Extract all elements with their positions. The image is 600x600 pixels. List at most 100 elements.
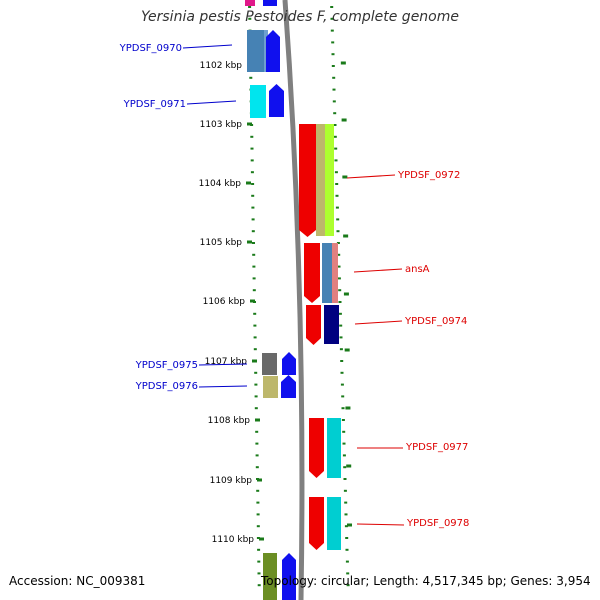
ring-dot	[333, 112, 337, 115]
ring-dot	[338, 312, 342, 315]
scale-tick-mark	[250, 299, 255, 303]
ring-dot	[330, 17, 334, 20]
scale-tick-mark	[341, 118, 347, 122]
ring-dot	[255, 466, 259, 469]
ring-dot	[254, 395, 258, 398]
gene-arrow	[309, 497, 324, 550]
gene-label-link[interactable]: YPDSF_0972	[397, 170, 460, 181]
ring-dot	[333, 135, 337, 138]
scale-tick-mark	[344, 348, 350, 352]
gene-arrow	[266, 30, 280, 72]
ring-dot	[342, 442, 346, 445]
ring-dot	[250, 171, 254, 174]
ring-dot	[332, 100, 336, 103]
gene-block-partial	[245, 0, 255, 6]
ring-dot	[252, 265, 256, 268]
gene-leader-line	[354, 320, 403, 325]
gene-arrow	[269, 84, 284, 117]
ring-dot	[254, 383, 258, 386]
ring-dot	[340, 383, 344, 386]
gene-cog-block	[262, 353, 277, 375]
ring-dot	[331, 65, 335, 67]
ring-dot	[248, 17, 252, 20]
genome-summary-text: Topology: circular; Length: 4,517,345 bp…	[261, 574, 591, 588]
accession-text: Accession: NC_009381	[9, 574, 146, 588]
ring-dot	[335, 183, 339, 185]
ring-dot	[342, 430, 346, 433]
gene-label-link[interactable]: YPDSF_0970	[119, 43, 182, 54]
gene-cog-block	[316, 124, 325, 236]
ring-dot	[336, 230, 340, 233]
scale-tick-mark	[346, 464, 352, 468]
ring-dot	[256, 513, 260, 516]
gene-cog-block	[247, 30, 264, 72]
gene-label-link[interactable]: YPDSF_0971	[123, 99, 186, 110]
scale-ticks: 1102 kbp 1103 kbp 1104 kbp 1105 kbp 1106 kbp…	[199, 61, 352, 545]
ring-dot	[251, 194, 255, 197]
ring-dot	[331, 41, 335, 44]
ring-dot	[344, 513, 348, 516]
ring-dot	[341, 407, 345, 410]
ring-dot	[250, 159, 254, 162]
ring-dot	[345, 560, 349, 563]
scale-tick-mark	[255, 418, 260, 422]
gene-label-link[interactable]: ansA	[405, 264, 430, 275]
genome-backbone	[282, 0, 305, 600]
scale-tick-mark	[343, 292, 349, 296]
ring-dot	[338, 289, 342, 292]
scale-tick-mark	[247, 122, 252, 126]
scale-tick-mark	[252, 359, 257, 363]
ring-dot	[253, 336, 257, 339]
scale-tick-label: 1102 kbp	[200, 61, 243, 71]
scale-tick-label: 1106 kbp	[203, 297, 246, 307]
ring-dot	[257, 572, 261, 575]
gene-cog-block	[327, 497, 341, 550]
ring-dot	[341, 419, 345, 421]
ring-dot	[343, 478, 347, 480]
ring-dot	[330, 6, 334, 8]
ring-dot	[338, 301, 342, 303]
scale-tick-mark	[347, 523, 352, 527]
ring-dot	[330, 29, 334, 32]
gene-label-link[interactable]: YPDSF_0976	[135, 381, 198, 392]
gene-label-link[interactable]: YPDSF_0975	[135, 360, 198, 371]
ring-dot	[254, 371, 258, 374]
ring-dot	[337, 265, 341, 268]
ring-dot	[256, 537, 260, 539]
gene-label-link[interactable]: YPDSF_0978	[406, 518, 469, 529]
ring-dot	[339, 336, 343, 339]
scale-tick-mark	[343, 234, 349, 238]
ring-dot	[257, 584, 261, 587]
ring-dot	[256, 501, 260, 504]
gene-labels: YPDSF_0970 YPDSF_0971 YPDSF_0972 ansA YPDSF_…	[119, 43, 470, 529]
ring-dot	[337, 277, 341, 280]
ring-dot	[336, 218, 340, 221]
ring-dot	[346, 572, 350, 575]
ring-dot	[334, 147, 338, 150]
ring-dot	[339, 324, 343, 327]
gene-label-link[interactable]: YPDSF_0977	[405, 442, 468, 453]
ring-dot	[334, 159, 338, 162]
scale-tick-label: 1103 kbp	[200, 120, 243, 130]
ring-dot	[255, 442, 259, 445]
ring-dot	[253, 312, 257, 315]
ring-dot	[255, 454, 259, 457]
gene-label-link[interactable]: YPDSF_0974	[404, 316, 467, 327]
scale-tick-label: 1110 kbp	[212, 535, 255, 545]
scale-tick-mark	[345, 406, 351, 410]
scale-tick-label: 1104 kbp	[199, 179, 242, 189]
ring-dot	[335, 194, 339, 197]
ring-dot	[340, 371, 344, 374]
gene-arrow	[282, 553, 296, 600]
ring-dot	[255, 430, 259, 433]
gene-leader-line	[182, 44, 233, 49]
scale-tick-mark	[257, 478, 262, 482]
ring-dot	[343, 466, 347, 469]
gene-cog-block	[263, 376, 278, 398]
gene-cog-block	[322, 243, 332, 303]
scale-tick-mark	[259, 537, 264, 541]
ring-dot	[251, 206, 255, 209]
ring-dot	[250, 135, 254, 138]
gene-leader-line	[198, 363, 248, 366]
gene-leader-line	[353, 268, 403, 273]
